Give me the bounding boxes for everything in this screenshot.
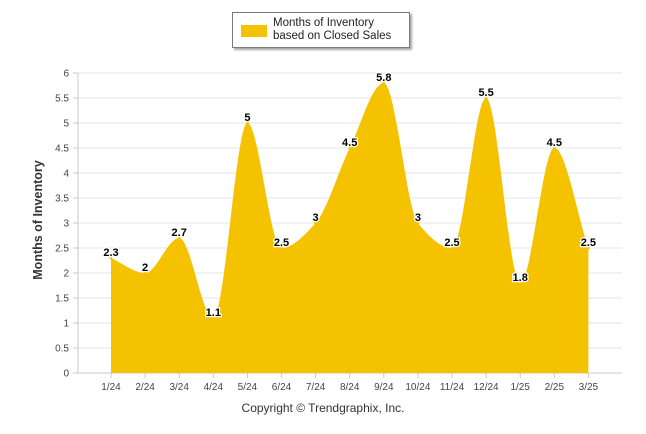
x-tick-label: 11/24 <box>440 382 465 393</box>
data-point <box>143 271 147 275</box>
x-tick-label: 7/24 <box>306 382 326 393</box>
y-tick-label: 5 <box>63 119 69 130</box>
data-point <box>280 246 283 250</box>
y-tick-label: 4.5 <box>55 144 69 155</box>
y-tick-label: 5.5 <box>55 94 69 105</box>
legend: Months of Inventory based on Closed Sale… <box>232 12 410 48</box>
series-area <box>111 83 589 373</box>
data-point <box>484 96 488 100</box>
data-point <box>416 221 420 225</box>
y-tick-label: 1 <box>63 319 69 330</box>
y-tick-label: 1.5 <box>55 294 69 305</box>
data-point <box>177 236 181 240</box>
y-tick-label: 2 <box>63 269 69 280</box>
x-tick-label: 10/24 <box>405 382 430 393</box>
y-tick-label: 3.5 <box>55 194 69 205</box>
x-tick-label: 12/24 <box>474 382 499 393</box>
data-point <box>552 146 556 150</box>
data-point <box>245 121 249 125</box>
data-point <box>211 316 215 320</box>
data-label: 4.5 <box>547 137 562 149</box>
data-label: 5.8 <box>376 72 391 84</box>
y-tick-label: 0.5 <box>55 344 69 355</box>
data-label: 3 <box>415 212 421 224</box>
data-label: 2 <box>142 262 148 274</box>
legend-swatch <box>241 25 267 37</box>
data-label: 2.5 <box>274 237 289 249</box>
data-point <box>348 146 352 150</box>
legend-label: Months of Inventory based on Closed Sale… <box>273 17 392 42</box>
data-label: 1.8 <box>513 272 528 284</box>
data-label: 5 <box>244 112 250 124</box>
x-tick-label: 1/24 <box>101 382 121 393</box>
data-point <box>450 246 454 250</box>
data-point <box>518 281 522 285</box>
x-tick-label: 5/24 <box>238 382 258 393</box>
x-tick-label: 3/25 <box>579 382 599 393</box>
data-label: 2.5 <box>444 237 459 249</box>
y-axis-title-wrap: Months of Inventory <box>22 60 54 380</box>
y-axis-title: Months of Inventory <box>31 160 45 280</box>
data-label: 5.5 <box>478 87 493 99</box>
y-tick-label: 2.5 <box>55 244 69 255</box>
copyright-footer: Copyright © Trendgraphix, Inc. <box>241 401 405 415</box>
x-tick-label: 8/24 <box>340 382 360 393</box>
data-point <box>314 221 318 225</box>
data-label: 2.3 <box>103 247 118 259</box>
x-tick-label: 2/24 <box>135 382 155 393</box>
x-tick-label: 1/25 <box>510 382 530 393</box>
y-tick-label: 0 <box>63 369 69 380</box>
x-tick-label: 3/24 <box>169 382 189 393</box>
data-label: 1.1 <box>206 307 221 319</box>
data-label: 2.5 <box>581 237 596 249</box>
x-tick-label: 4/24 <box>204 382 224 393</box>
data-label: 2.7 <box>172 227 187 239</box>
x-tick-label: 6/24 <box>272 382 292 393</box>
x-tick-label: 2/25 <box>545 382 565 393</box>
data-label: 4.5 <box>342 137 357 149</box>
data-point <box>109 256 113 260</box>
y-tick-label: 4 <box>63 169 69 180</box>
y-tick-label: 6 <box>63 69 69 80</box>
y-tick-label: 3 <box>63 219 69 230</box>
data-point <box>586 246 590 250</box>
data-point <box>382 81 386 85</box>
x-tick-label: 9/24 <box>374 382 394 393</box>
data-label: 3 <box>313 212 319 224</box>
